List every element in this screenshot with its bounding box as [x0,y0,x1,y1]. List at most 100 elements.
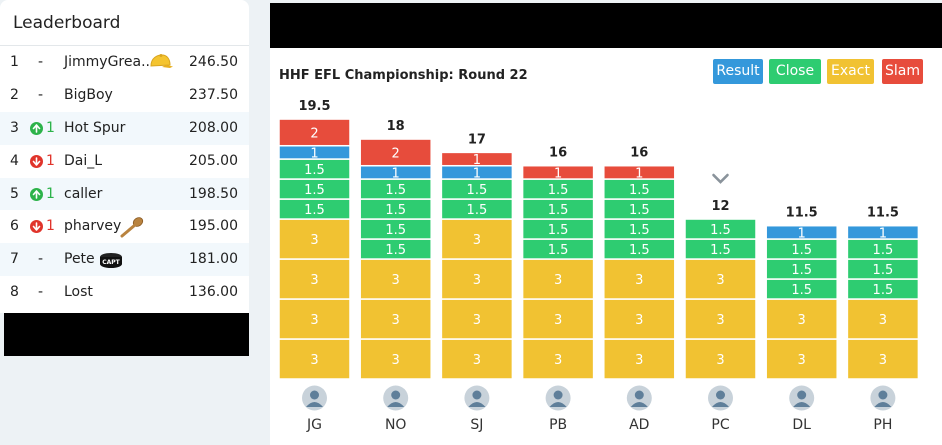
segment-value-label: 3 [716,273,724,288]
rank-number: 4 [10,152,19,169]
segment-value-label: 1.5 [548,223,569,238]
segment-value-label: 1.5 [385,243,406,258]
leaderboard-row[interactable]: 1 - JimmyGrea... 246.50 [0,46,249,79]
redacted-block [4,313,249,356]
rank-number: 2 [10,86,19,103]
player-avatar[interactable] [708,385,733,411]
bar-total-label: 16 [630,146,648,161]
segment-value-label: 3 [879,313,887,328]
segment-value-label: 1.5 [629,223,650,238]
leaderboard-row[interactable]: 4 1 Dai_L 205.00 [0,145,249,178]
player-score: 198.50 [189,185,238,202]
position-change-amount: 1 [46,152,55,169]
bar-total-label: 19.5 [298,99,330,114]
rank-number: 6 [10,218,19,235]
bar-segment-exact [278,298,351,340]
player-avatar[interactable] [626,385,652,411]
segment-value-label: 1 [635,166,643,181]
legend-exact-button[interactable]: Exact [827,59,874,84]
player-avatar[interactable] [383,385,409,411]
leaderboard-title: Leaderboard [0,0,249,46]
player-score: 136.00 [189,284,238,301]
player-score: 246.50 [189,54,238,70]
segment-value-label: 2 [310,126,318,141]
bar-segment-exact [684,258,757,300]
segment-value-label: 1.5 [791,263,812,278]
position-change: 1 [30,210,60,243]
player-score: 205.00 [189,152,238,169]
bar-segment-exact [846,298,920,340]
position-change: 1 [30,112,60,145]
leaderboard-row[interactable]: 3 1 Hot Spur 208.00 [0,111,249,145]
leaderboard-row[interactable]: 7 - Pete CAPT 181.00 [0,243,249,277]
player-avatar[interactable] [545,385,571,411]
bar-total-label: 18 [387,119,405,134]
segment-value-label: 1 [473,166,481,181]
segment-value-label: 1 [473,153,481,168]
arrow-down-icon [30,220,43,234]
rank-number: 3 [10,119,19,136]
player-name: Pete [64,251,95,268]
arrow-up-icon [30,187,43,201]
player-name: Lost [64,284,93,301]
segment-value-label: 1.5 [873,263,894,278]
bar-total-label: 12 [711,199,729,214]
player-initials-label: NO [385,417,407,433]
bar-segment-exact [359,298,432,340]
leaderboard-panel: Leaderboard 1- JimmyGrea... 246.50 2- BigBoy… [0,0,249,313]
player-avatar[interactable] [870,385,896,411]
legend-result-button[interactable]: Result [713,59,763,84]
player-avatar[interactable] [789,385,815,411]
leaderboard-row[interactable]: 2 - BigBoy 237.50 [0,79,249,112]
segment-value-label: 1.5 [304,183,325,198]
bar-segment-exact [765,338,838,380]
segment-value-label: 3 [554,273,562,288]
segment-value-label: 1.5 [385,203,406,218]
player-initials-label: AD [629,417,649,433]
legend-slam-button[interactable]: Slam [882,59,923,84]
player-initials-label: PH [873,417,892,433]
segment-value-label: 1.5 [873,283,894,298]
segment-value-label: 3 [310,233,318,248]
legend-close-button[interactable]: Close [769,59,821,84]
segment-value-label: 2 [392,146,400,161]
segment-value-label: 3 [716,313,724,328]
segment-value-label: 1.5 [467,183,488,198]
segment-value-label: 1 [554,166,562,181]
position-change-amount: 1 [46,119,55,136]
bar-segment-exact [521,258,595,300]
bar-segment-slam [603,164,676,180]
leaderboard-row[interactable]: 6 1 pharvey 195.00 [0,210,249,243]
segment-value-label: 1.5 [710,223,731,238]
segment-value-label: 3 [798,353,806,368]
chevron-down-icon[interactable] [712,173,729,184]
player-avatar[interactable] [302,385,327,411]
segment-value-label: 3 [392,273,400,288]
player-avatar[interactable] [464,385,490,411]
segment-value-label: 3 [635,353,643,368]
segment-value-label: 3 [879,353,887,368]
bar-total-label: 11.5 [786,206,818,221]
player-initials-label: PC [711,417,729,433]
segment-value-label: 3 [635,313,643,328]
stacked-bar-chart: 33331.51.51.51219.5JG3331.51.51.51.51218… [278,99,920,433]
segment-value-label: 1.5 [629,183,650,198]
leaderboard-row[interactable]: 5 1 caller 198.50 [0,177,249,211]
bar-total-label: 11.5 [867,206,899,221]
player-initials-label: SJ [470,417,483,433]
round-chart-panel: HHF EFL Championship: Round 22 Result Cl… [270,48,942,445]
segment-value-label: 1.5 [548,203,569,218]
player-name: caller [64,185,103,202]
player-initials-label: PB [549,417,567,433]
segment-value-label: 1.5 [710,243,731,258]
bar-segment-result [765,224,838,240]
segment-value-label: 1.5 [629,203,650,218]
bar-segment-exact [521,338,595,380]
leaderboard-row[interactable]: 8 - Lost 136.00 [0,276,249,309]
arrow-up-icon [30,121,43,135]
wooden-spoon-icon [119,210,145,243]
position-change: 1 [30,178,60,211]
segment-value-label: 3 [554,353,562,368]
segment-value-label: 1.5 [629,243,650,258]
segment-value-label: 1 [392,166,400,181]
